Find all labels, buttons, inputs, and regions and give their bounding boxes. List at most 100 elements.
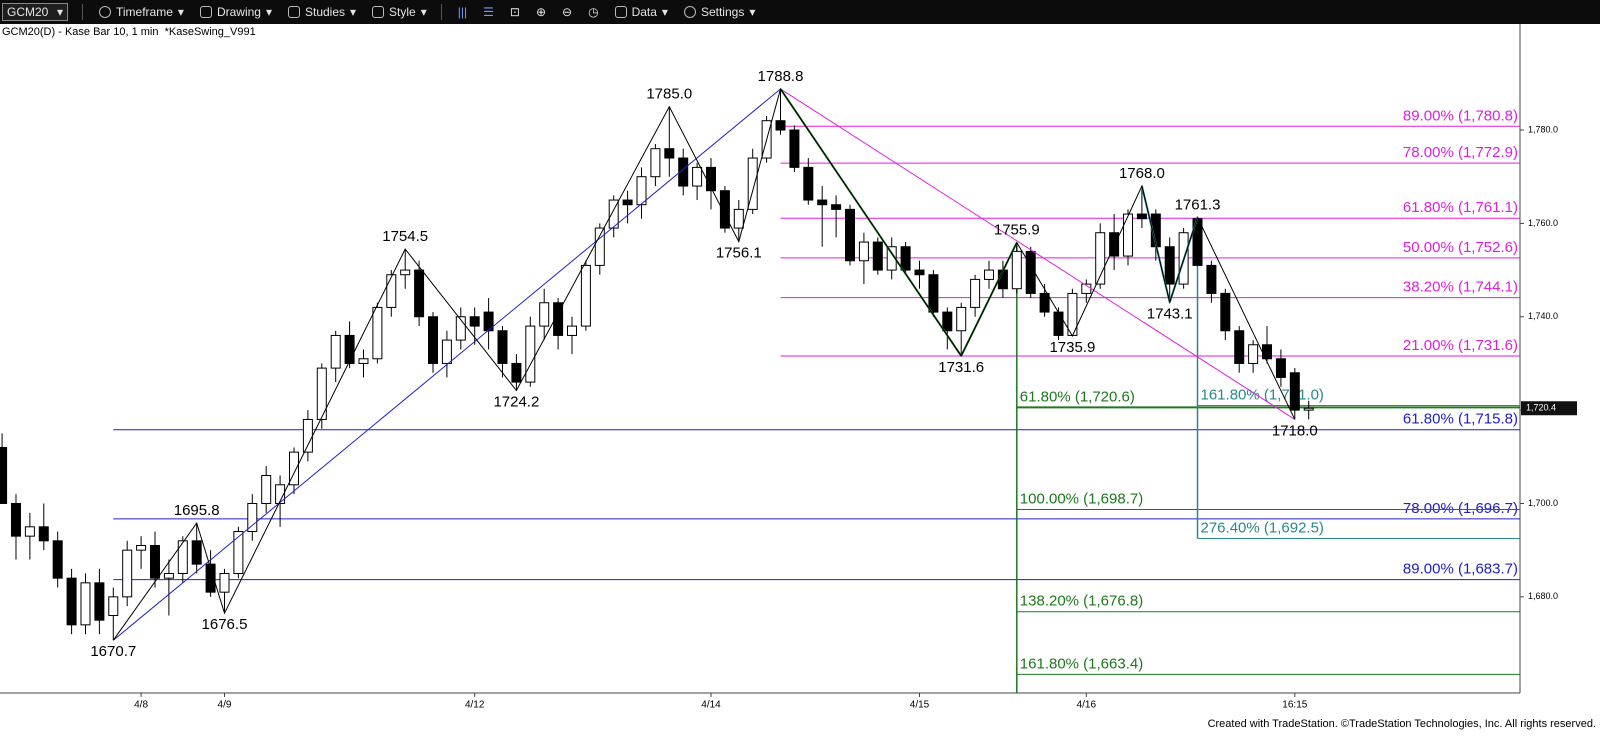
separator xyxy=(440,4,442,20)
candle-body xyxy=(177,540,188,574)
menu-label: Data xyxy=(631,5,657,19)
candle-body xyxy=(719,190,730,229)
fib-label: 89.00% (1,683.7) xyxy=(1403,561,1518,578)
menu-button[interactable]: Data ▾ xyxy=(614,5,668,19)
candle-body xyxy=(650,148,661,178)
x-tick-label: 16:15 xyxy=(1282,700,1307,711)
candle-body xyxy=(539,302,550,327)
candle-body xyxy=(970,278,981,308)
candle-body xyxy=(817,199,828,206)
icon-button[interactable]: ☰ xyxy=(483,5,494,19)
x-tick-label: 4/9 xyxy=(218,700,232,711)
candle-body xyxy=(275,484,286,504)
menu-button[interactable]: Style ▾ xyxy=(372,5,427,19)
menu-label: Style xyxy=(389,5,416,19)
candle-body xyxy=(247,502,258,532)
y-tick-label: 1,680.0 xyxy=(1528,591,1558,601)
fib-label: 50.00% (1,752.6) xyxy=(1403,239,1518,256)
candle-body xyxy=(692,166,703,187)
x-tick-label: 4/15 xyxy=(910,700,930,711)
swing-label: 1788.8 xyxy=(758,68,804,85)
swing-label: 1670.7 xyxy=(90,643,136,660)
fib-label: 161.80% (1,721.0) xyxy=(1201,386,1324,403)
swing-label: 1755.9 xyxy=(994,222,1040,239)
swing-label: 1718.0 xyxy=(1272,422,1318,439)
candle-body xyxy=(80,582,91,626)
symbol-box[interactable]: GCM20 ▾ xyxy=(2,3,68,21)
candle-body xyxy=(0,446,8,504)
candle-body xyxy=(149,544,160,579)
footer: Created with TradeStation. ©TradeStation… xyxy=(1208,718,1596,730)
candle-body xyxy=(372,306,383,360)
candle-body xyxy=(914,269,925,276)
y-tick-label: 1,780.0 xyxy=(1528,124,1558,134)
candle-body xyxy=(136,544,147,551)
swing-label: 1768.0 xyxy=(1119,165,1165,182)
fib-label: 61.80% (1,720.6) xyxy=(1020,388,1135,405)
fib-label: 38.20% (1,744.1) xyxy=(1403,279,1518,296)
candle-body xyxy=(566,325,577,336)
candle-body xyxy=(10,502,21,537)
candle-body xyxy=(858,241,869,262)
candle-body xyxy=(608,199,619,229)
swing-label: 1785.0 xyxy=(646,86,692,103)
candle-body xyxy=(330,334,341,369)
swing-label: 1735.9 xyxy=(1049,339,1095,356)
candle-body xyxy=(497,330,508,364)
candle-body xyxy=(122,549,133,598)
candle-body xyxy=(400,269,411,276)
menu-button[interactable]: Studies ▾ xyxy=(287,5,356,19)
candle-body xyxy=(358,358,369,364)
candle-body xyxy=(664,148,675,159)
candle-body xyxy=(233,530,244,574)
candle-body xyxy=(1234,330,1245,364)
fib-label: 161.80% (1,663.4) xyxy=(1020,655,1143,672)
candle-body xyxy=(678,157,689,187)
menu-button[interactable]: Timeframe ▾ xyxy=(99,5,184,19)
menu-button[interactable]: Settings ▾ xyxy=(683,5,755,19)
symbol: GCM20 xyxy=(7,5,49,19)
swing-label: 1743.1 xyxy=(1147,305,1193,322)
icon-button[interactable]: ◷ xyxy=(588,5,599,19)
icon-button[interactable]: ||| xyxy=(457,5,468,19)
fib-label: 21.00% (1,731.6) xyxy=(1403,337,1518,354)
icon-button[interactable]: ⊖ xyxy=(562,5,573,19)
candle-body xyxy=(1289,372,1300,411)
candle-body xyxy=(163,572,174,579)
candle-body xyxy=(414,269,425,318)
separator xyxy=(82,4,83,20)
candle-body xyxy=(1011,250,1022,290)
candle-body xyxy=(845,208,856,262)
toolbar: GCM20 ▾ Timeframe ▾ Drawing ▾ Studies ▾ Styl… xyxy=(0,0,1600,24)
candle-body xyxy=(580,264,591,327)
candle-body xyxy=(469,316,480,327)
chart: GCM20(D) - Kase Bar 10, 1 min *KaseSwing… xyxy=(0,24,1596,730)
icon-button[interactable]: ⊕ xyxy=(535,5,547,19)
candle-body xyxy=(1206,264,1217,294)
candle-body xyxy=(1248,344,1259,364)
candle-body xyxy=(1303,407,1314,411)
candle-body xyxy=(261,474,272,504)
last-price-label: 1,720.4 xyxy=(1526,403,1556,413)
candle-body xyxy=(525,325,536,383)
fib-label: 276.40% (1,692.5) xyxy=(1201,519,1324,536)
menu-button[interactable]: Drawing ▾ xyxy=(199,5,272,19)
candle-body xyxy=(789,129,800,168)
candle-body xyxy=(24,526,35,537)
fib-label: 61.80% (1,761.1) xyxy=(1403,199,1518,216)
candle-body xyxy=(831,204,842,210)
candle-body xyxy=(38,526,49,542)
candle-body xyxy=(191,540,202,565)
swing-leg xyxy=(112,88,781,641)
fib-label: 100.00% (1,698.7) xyxy=(1020,491,1143,508)
candle-body xyxy=(1095,232,1106,285)
fib-label: 61.80% (1,715.8) xyxy=(1403,411,1518,428)
fib-label: 78.00% (1,696.7) xyxy=(1403,500,1518,517)
candle-body xyxy=(455,316,466,341)
swing-label: 1724.2 xyxy=(493,393,539,410)
icon-button[interactable]: ⊡ xyxy=(509,5,520,19)
candle-body xyxy=(441,339,452,364)
candle-body xyxy=(108,596,119,617)
candle-body xyxy=(1220,292,1231,332)
swing-label: 1731.6 xyxy=(938,359,984,376)
